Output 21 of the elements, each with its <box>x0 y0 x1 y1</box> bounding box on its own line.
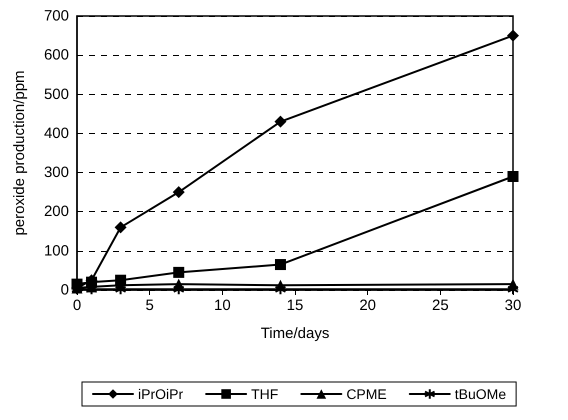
y-tick-label: 400 <box>44 124 69 142</box>
x-tick-label: 10 <box>214 297 231 314</box>
x-tick-label: 30 <box>504 297 522 314</box>
x-tick-label: 0 <box>72 297 82 314</box>
y-tick-label: 100 <box>44 242 69 260</box>
legend-label: CPME <box>346 386 387 402</box>
legend-label: tBuOMe <box>454 386 506 402</box>
y-axis-title: peroxide production/ppm <box>11 70 28 236</box>
x-tick-label: 25 <box>432 297 449 314</box>
y-tick-label: 200 <box>44 203 69 220</box>
y-tick-label: 0 <box>60 282 69 298</box>
x-tick-label: 15 <box>286 297 304 314</box>
x-axis-title: Time/days <box>260 325 330 342</box>
y-tick-label: 600 <box>44 46 69 64</box>
x-tick-label: 5 <box>145 297 154 314</box>
y-tick-label: 700 <box>44 8 69 24</box>
y-tick-label: 300 <box>44 164 69 182</box>
y-tick-label: 500 <box>44 86 69 103</box>
x-tick-label: 20 <box>359 297 376 314</box>
legend-label: THF <box>251 386 278 402</box>
legend-label: iPrOiPr <box>138 386 184 402</box>
